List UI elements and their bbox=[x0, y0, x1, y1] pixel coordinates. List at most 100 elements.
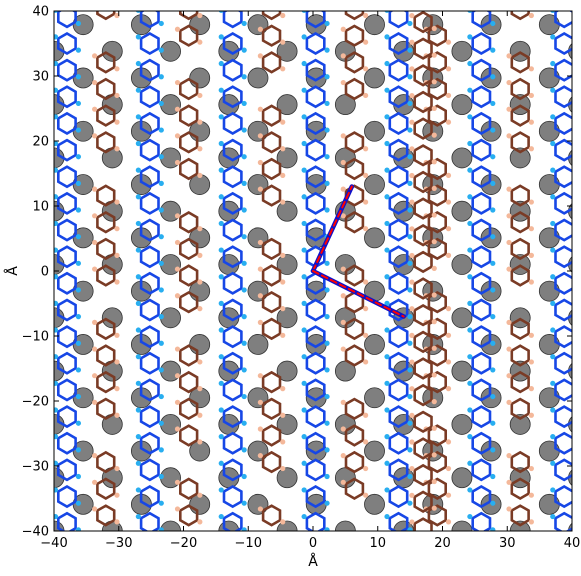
brown-ring bbox=[96, 450, 116, 474]
blue-ring-atom bbox=[407, 500, 413, 506]
blue-ring-atom bbox=[490, 207, 496, 213]
brown-ring bbox=[96, 477, 116, 501]
brown-ring-atom bbox=[409, 332, 415, 338]
brown-ring bbox=[344, 424, 365, 447]
brown-ring-atom bbox=[197, 39, 203, 45]
brown-ring-atom bbox=[445, 226, 452, 232]
blue-ring-atom bbox=[75, 287, 82, 293]
grey-atom bbox=[509, 147, 531, 169]
brown-ring-atom bbox=[174, 293, 181, 299]
blue-ring-atom bbox=[218, 87, 224, 93]
brown-ring bbox=[427, 51, 448, 74]
blue-ring bbox=[554, 298, 572, 322]
brown-ring bbox=[96, 77, 116, 101]
grey-atom bbox=[276, 40, 298, 62]
brown-ring-atom bbox=[197, 359, 203, 365]
atomic-structure-layer bbox=[54, 11, 578, 531]
blue-ring bbox=[471, 218, 492, 242]
brown-ring-atom bbox=[197, 412, 203, 418]
blue-ring bbox=[471, 58, 492, 82]
blue-ring-atom bbox=[407, 314, 413, 320]
blue-ring-atom bbox=[407, 74, 413, 80]
blue-ring-atom bbox=[75, 473, 82, 480]
blue-ring bbox=[56, 378, 77, 402]
blue-ring bbox=[222, 351, 243, 375]
brown-ring bbox=[344, 317, 365, 341]
brown-ring-atom bbox=[445, 439, 452, 445]
brown-ring bbox=[413, 437, 433, 460]
brown-ring-atom bbox=[280, 172, 286, 179]
blue-ring-atom bbox=[241, 180, 247, 186]
brown-ring-atom bbox=[363, 12, 369, 19]
blue-ring bbox=[471, 165, 492, 189]
blue-ring-atom bbox=[467, 300, 473, 306]
lattice-vector-4 bbox=[312, 270, 405, 318]
blue-ring-atom bbox=[324, 180, 330, 186]
blue-ring-atom bbox=[384, 114, 390, 120]
brown-ring-atom bbox=[431, 159, 437, 165]
blue-ring-atom bbox=[218, 487, 224, 493]
brown-ring-atom bbox=[528, 92, 534, 99]
y-tick-label: −20 bbox=[22, 395, 49, 410]
brown-ring bbox=[427, 157, 448, 181]
brown-ring-atom bbox=[92, 399, 98, 405]
blue-ring-atom bbox=[467, 60, 473, 67]
blue-ring-atom bbox=[384, 60, 390, 67]
grey-atom bbox=[247, 493, 269, 515]
brown-ring bbox=[344, 184, 365, 207]
blue-ring bbox=[305, 325, 326, 349]
grey-atom bbox=[364, 493, 385, 515]
blue-ring-atom bbox=[241, 527, 247, 531]
blue-ring-atom bbox=[75, 20, 82, 27]
blue-ring-atom bbox=[54, 60, 59, 67]
brown-ring-atom bbox=[92, 106, 98, 112]
brown-ring-atom bbox=[92, 453, 98, 459]
brown-ring-atom bbox=[506, 213, 512, 219]
brown-ring-atom bbox=[257, 26, 263, 32]
blue-ring-atom bbox=[384, 513, 390, 520]
brown-ring-atom bbox=[506, 373, 512, 379]
blue-ring-atom bbox=[54, 194, 59, 200]
blue-ring-atom bbox=[135, 354, 141, 360]
blue-ring bbox=[388, 218, 409, 242]
blue-ring bbox=[388, 378, 409, 402]
brown-ring bbox=[427, 424, 448, 447]
blue-ring-atom bbox=[407, 420, 413, 426]
brown-ring-atom bbox=[445, 492, 452, 498]
blue-ring bbox=[388, 351, 409, 375]
brown-ring-atom bbox=[431, 265, 437, 271]
blue-ring bbox=[222, 325, 243, 349]
brown-ring-atom bbox=[409, 146, 415, 152]
blue-ring-atom bbox=[54, 460, 59, 466]
brown-ring-atom bbox=[174, 26, 181, 32]
blue-ring bbox=[56, 85, 77, 109]
blue-ring bbox=[139, 485, 160, 509]
blue-ring bbox=[305, 485, 326, 509]
blue-ring-atom bbox=[467, 274, 473, 280]
blue-ring-atom bbox=[301, 407, 307, 413]
grey-atom bbox=[247, 280, 269, 302]
brown-ring-atom bbox=[445, 252, 452, 258]
blue-ring bbox=[554, 485, 572, 509]
blue-ring-atom bbox=[54, 247, 59, 253]
brown-ring-atom bbox=[409, 492, 415, 498]
brown-ring-atom bbox=[445, 39, 452, 45]
blue-ring bbox=[56, 218, 77, 242]
brown-ring-atom bbox=[409, 306, 415, 312]
blue-ring-atom bbox=[384, 487, 390, 493]
blue-ring-atom bbox=[573, 394, 578, 399]
blue-ring bbox=[471, 458, 492, 482]
blue-ring-atom bbox=[490, 20, 496, 27]
blue-ring-atom bbox=[384, 354, 390, 360]
grey-atom bbox=[247, 387, 269, 409]
blue-ring-atom bbox=[384, 140, 390, 147]
brown-ring-atom bbox=[445, 332, 452, 338]
brown-ring-atom bbox=[363, 226, 369, 232]
brown-ring bbox=[179, 477, 199, 501]
blue-ring bbox=[471, 351, 492, 375]
grey-atom bbox=[451, 307, 473, 329]
brown-ring-atom bbox=[445, 519, 452, 525]
brown-ring-atom bbox=[528, 386, 534, 392]
brown-ring-atom bbox=[431, 212, 437, 218]
blue-ring-atom bbox=[54, 167, 59, 173]
